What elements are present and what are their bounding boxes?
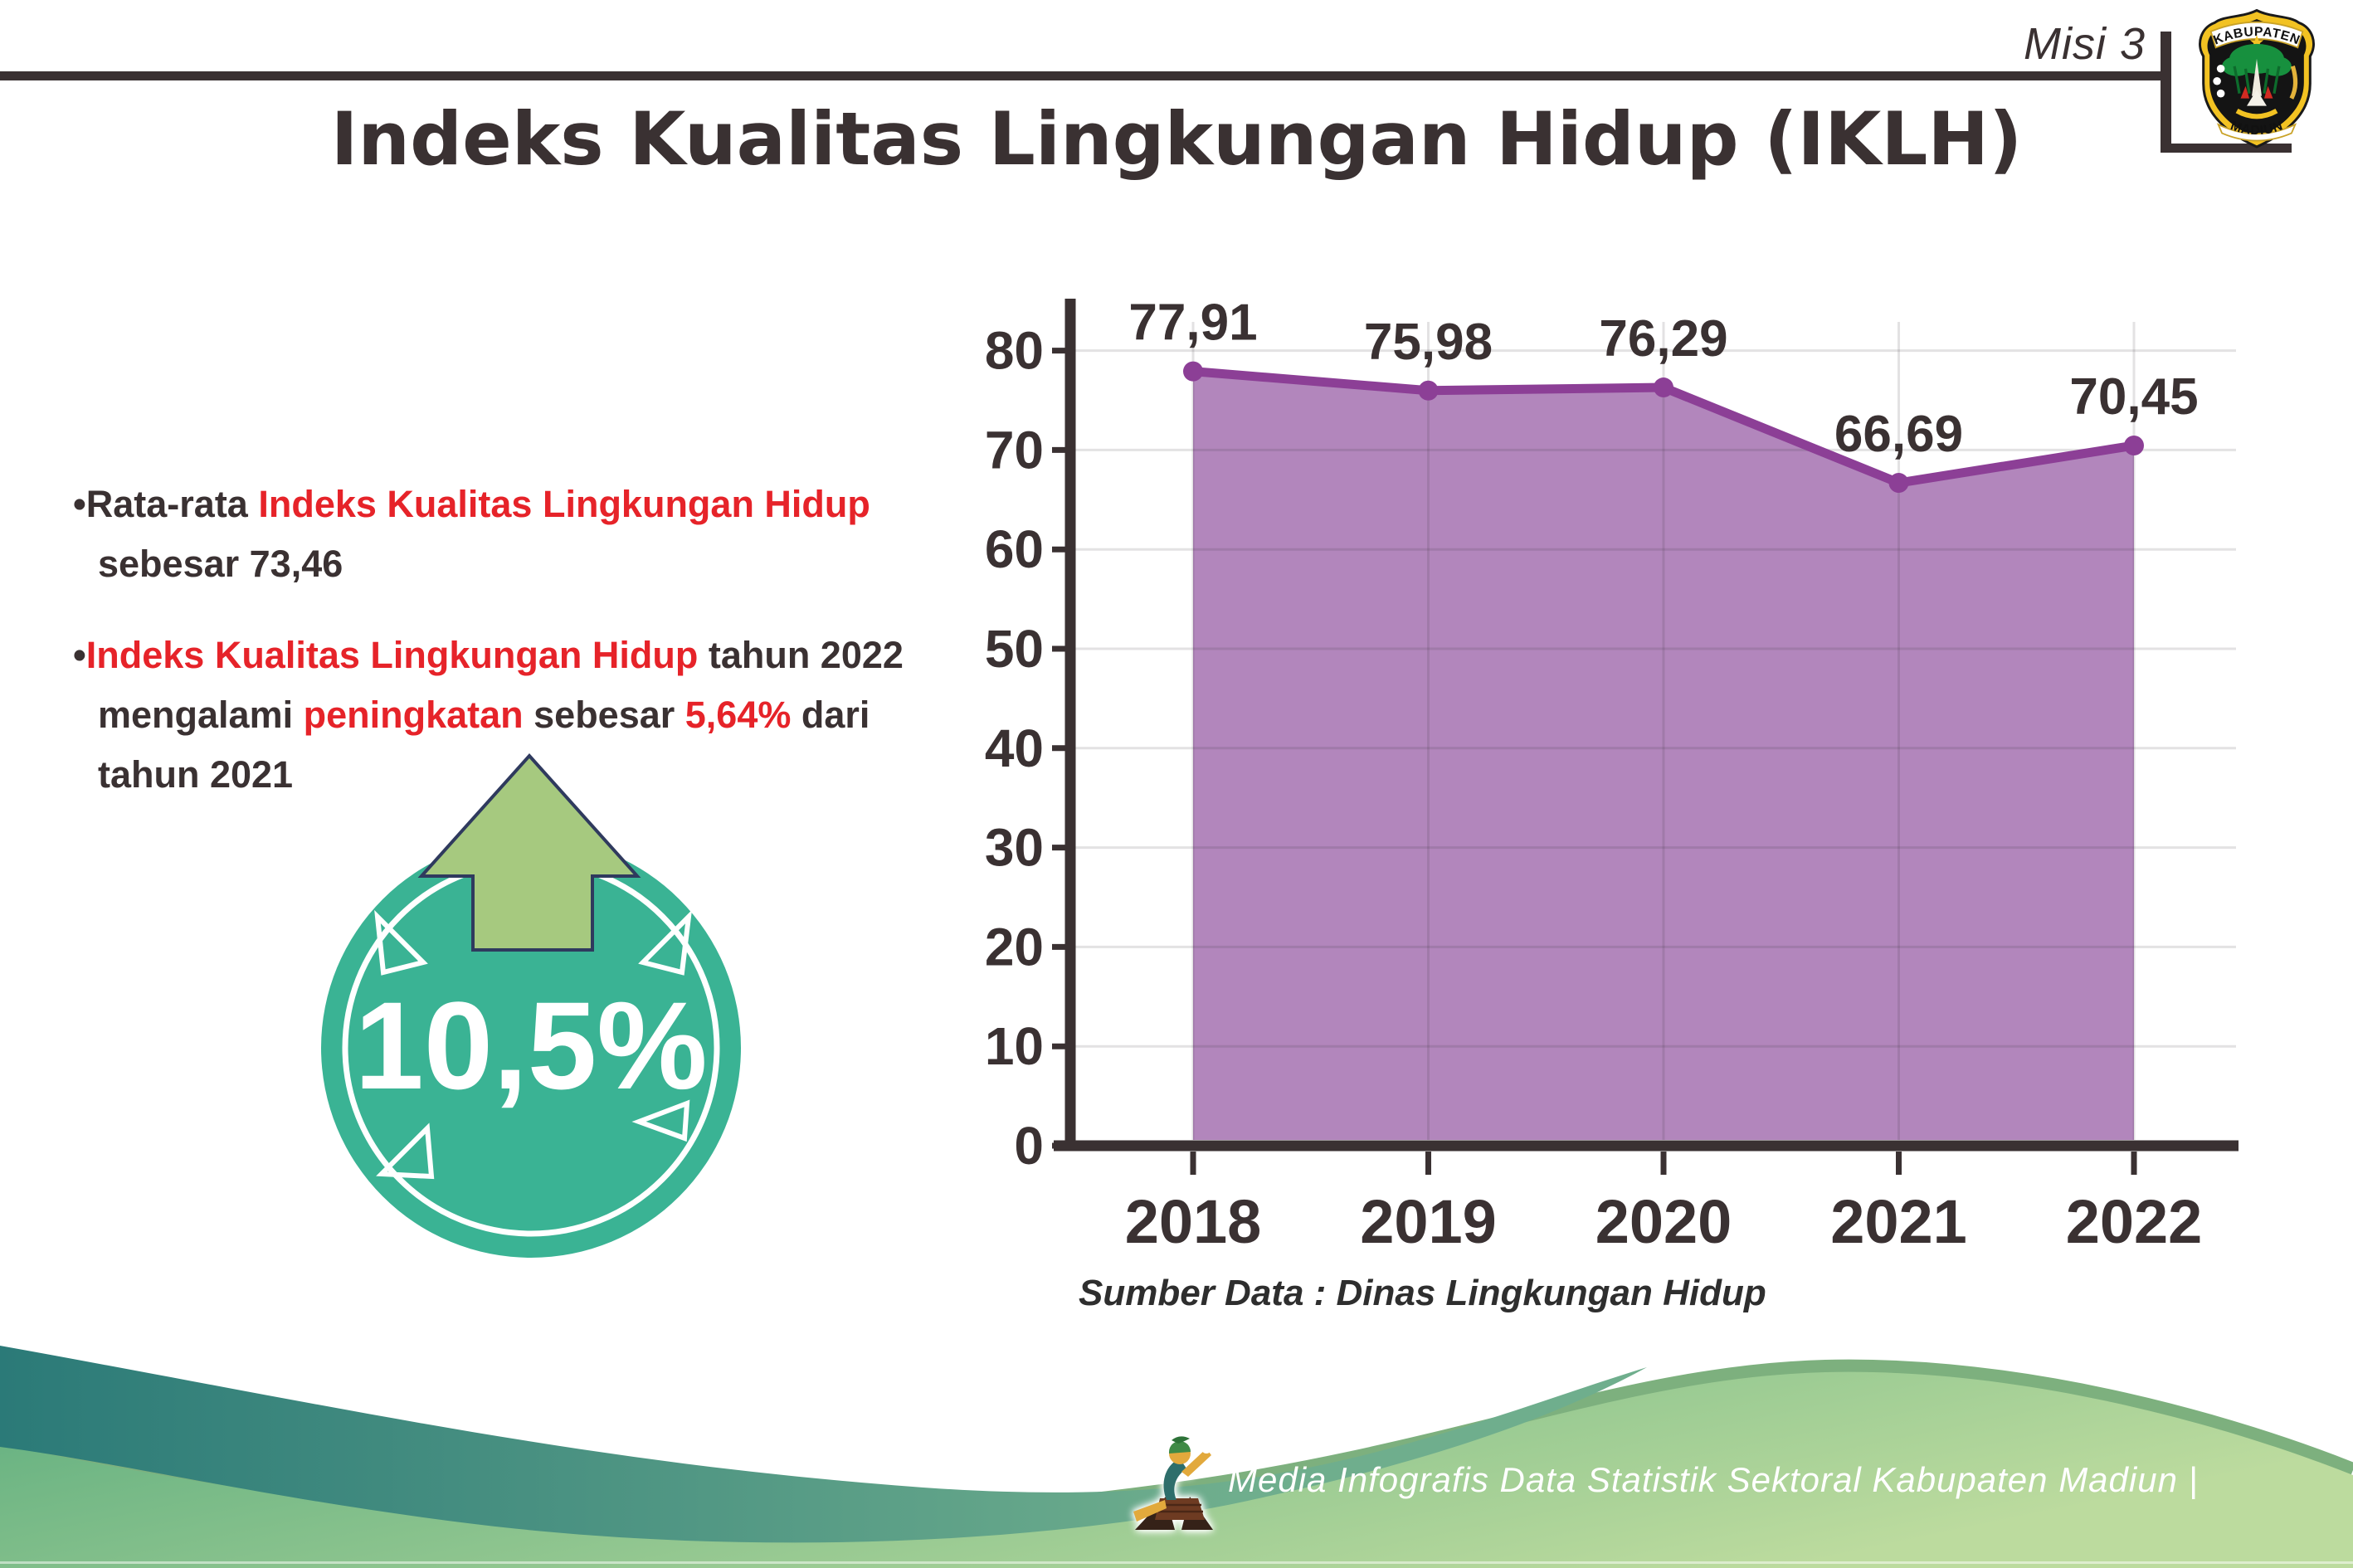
- data-point-marker: [1183, 361, 1203, 382]
- y-tick-label: 80: [985, 321, 1044, 381]
- area-fill: [1193, 371, 2134, 1140]
- dancer-mascot-icon: [1133, 1436, 1213, 1530]
- x-tick-label: 2020: [1595, 1187, 1732, 1256]
- data-point-label: 75,98: [1364, 314, 1493, 371]
- bullet-average-iklh: •Rata-rata Indeks Kualitas Lingkungan Hi…: [73, 483, 870, 585]
- up-arrow-icon: [417, 753, 641, 952]
- y-tick-label: 10: [985, 1016, 1044, 1076]
- y-tick-label: 50: [985, 619, 1044, 679]
- x-tick-label: 2021: [1830, 1187, 1967, 1256]
- iklh-area-chart: 0 10 20 30 40 50 60 70 80 2018 2019 2020 2021 2022 77,…: [985, 295, 2239, 1313]
- crest-cotton-icon: [2213, 64, 2225, 98]
- data-point-marker: [1888, 473, 1909, 494]
- crest-mountain-icon: [2247, 90, 2267, 106]
- crest-wings-icon: [2235, 108, 2278, 119]
- bullet-increase-2022: •Indeks Kualitas Lingkungan Hidup tahun …: [73, 634, 904, 796]
- x-tick-label: 2022: [2066, 1187, 2203, 1256]
- y-tick-label: 70: [985, 420, 1044, 480]
- data-point-label: 66,69: [1834, 406, 1963, 463]
- data-point-marker: [2124, 436, 2144, 456]
- footer-wave-banner: [0, 1346, 2353, 1568]
- data-point-marker: [1418, 380, 1439, 401]
- data-point-label: 76,29: [1599, 310, 1727, 368]
- footer-caption: Media Infografis Data Statistik Sektoral…: [1228, 1460, 2199, 1499]
- crest-flame-icons: [2240, 85, 2273, 99]
- crest-bottom-banner-text: MADIUN: [2229, 119, 2285, 138]
- top-divider-rule: [0, 71, 2169, 80]
- y-tick-label: 0: [1014, 1116, 1044, 1176]
- page-title: Indeks Kualitas Lingkungan Hidup (IKLH): [330, 96, 2023, 182]
- crest-top-banner: [2209, 21, 2304, 49]
- increase-badge: 10,5%: [321, 753, 741, 1258]
- crest-bottom-banner: [2216, 123, 2297, 142]
- data-point-label: 70,45: [2069, 368, 2198, 426]
- kabupaten-madiun-logo-icon: KABUPATEN MADIUN: [2199, 8, 2315, 149]
- data-point-marker: [1654, 377, 1673, 398]
- y-tick-label: 30: [985, 818, 1044, 878]
- crest-rice-icon: [2289, 66, 2298, 100]
- chart-plot-area: 0 10 20 30 40 50 60 70 80 2018 2019 2020 2021 2022 77,…: [985, 295, 2239, 1256]
- x-tick-label: 2018: [1125, 1187, 1262, 1256]
- badge-circle: [321, 838, 741, 1258]
- footer-wave-green: [0, 1371, 2353, 1568]
- y-tick-label: 20: [985, 917, 1044, 976]
- misi-label: Misi 3: [2023, 19, 2146, 69]
- data-point-label: 77,91: [1128, 295, 1257, 352]
- summary-bullets: •Rata-rata Indeks Kualitas Lingkungan Hi…: [73, 475, 1044, 836]
- y-tick-label: 60: [985, 519, 1044, 579]
- x-tick-label: 2019: [1360, 1187, 1497, 1256]
- badge-burst-accents: [374, 909, 693, 1180]
- chart-source-note: Sumber Data : Dinas Lingkungan Hidup: [1079, 1273, 1766, 1313]
- badge-value: 10,5%: [354, 976, 707, 1115]
- logo-bracket-horizontal: [2161, 144, 2292, 153]
- footer-bottom-line: [0, 1561, 2353, 1564]
- y-tick-label: 40: [985, 718, 1044, 778]
- logo-bracket-vertical: [2161, 32, 2171, 153]
- footer-wave-teal: [0, 1346, 1647, 1543]
- crest-tree-icon: [2222, 43, 2292, 96]
